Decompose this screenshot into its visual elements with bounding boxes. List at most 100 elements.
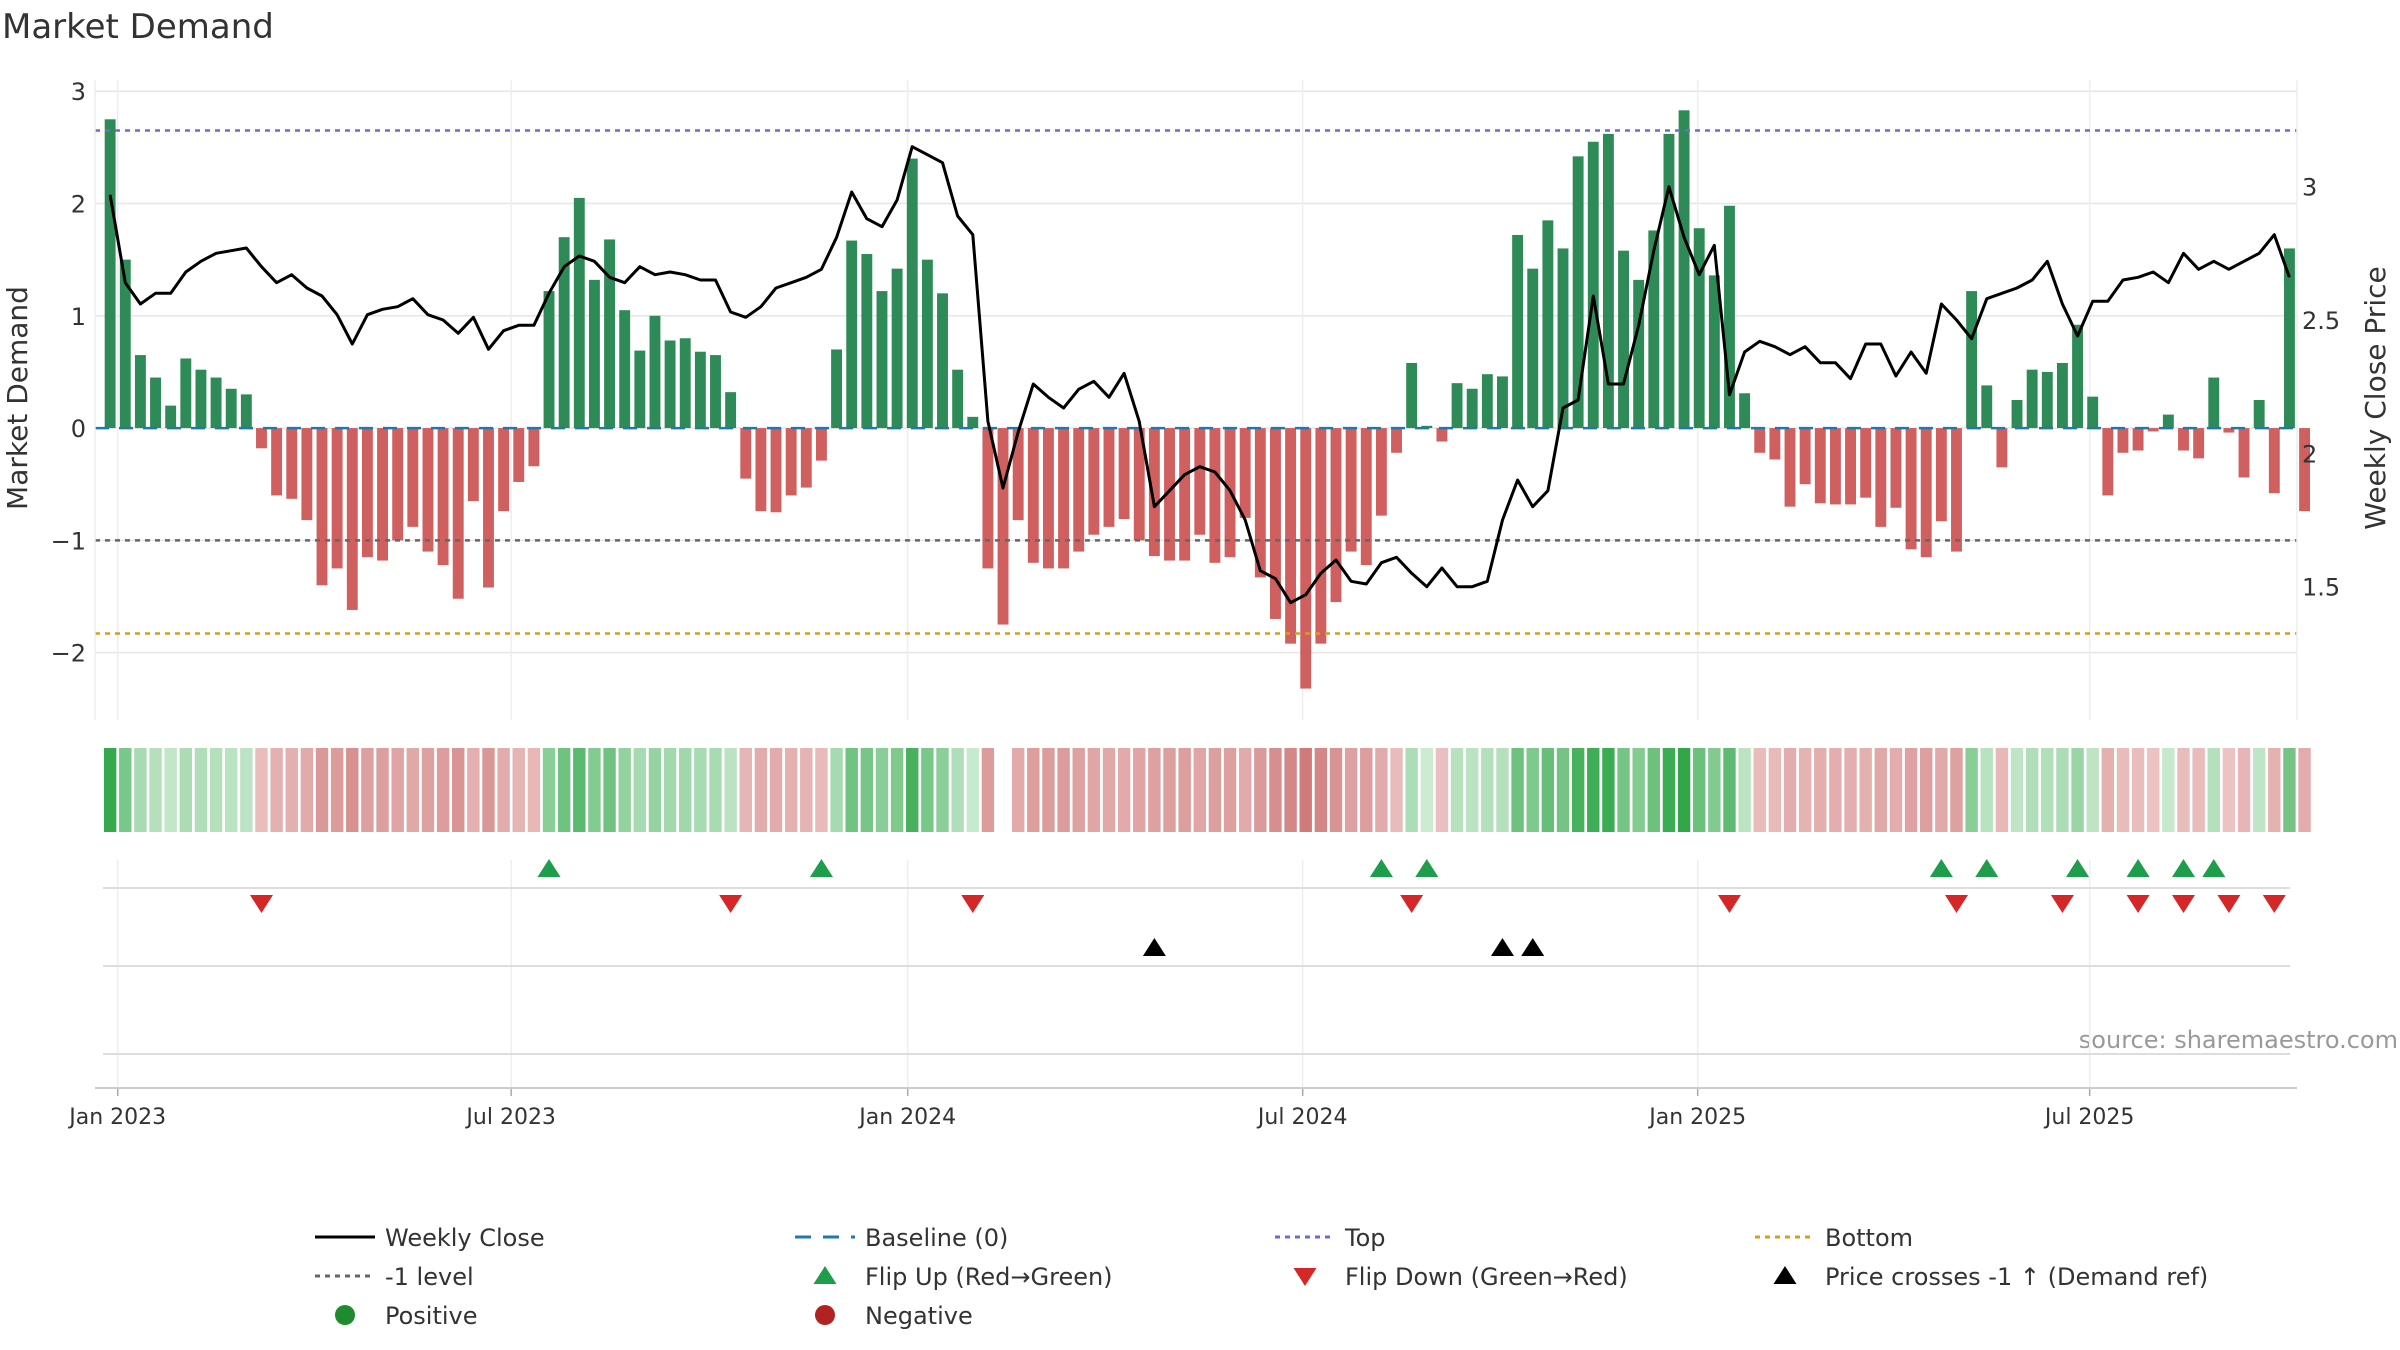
heat-cell [2101, 748, 2115, 832]
heat-cell [1481, 748, 1494, 832]
heat-cell [1435, 748, 1449, 832]
legend-swatch [335, 1305, 355, 1325]
bar-positive [619, 310, 631, 429]
bar-negative [1769, 428, 1781, 460]
heat-cell [542, 748, 556, 832]
heat-cell [1602, 748, 1615, 832]
heat-cell [1208, 748, 1222, 832]
heat-cell [769, 748, 783, 832]
bar-negative [1935, 428, 1947, 522]
flip-down-marker [719, 895, 743, 913]
grid-lines [95, 80, 2297, 1088]
heat-cell [1859, 748, 1872, 832]
bar-negative [452, 428, 464, 599]
heat-cell [179, 748, 193, 832]
y-tick-left: 0 [71, 415, 86, 443]
heat-cell [921, 748, 934, 832]
legend-swatch [1293, 1268, 1317, 1286]
bar-positive [210, 377, 222, 429]
legend-label: Weekly Close [385, 1224, 545, 1252]
y-tick-right: 1.5 [2302, 574, 2340, 602]
bar-negative [815, 428, 827, 461]
heat-cell [1193, 748, 1206, 832]
bar-positive [2208, 377, 2220, 429]
bar-negative [1027, 428, 1039, 563]
heat-cell [1133, 748, 1146, 832]
bar-positive [543, 291, 555, 429]
bar-positive [1557, 248, 1569, 429]
bar-positive [891, 268, 903, 429]
bar-negative [1315, 428, 1327, 644]
bar-positive [240, 394, 252, 429]
heat-cell [497, 748, 510, 832]
heat-cell [815, 748, 828, 832]
legend-label: Flip Up (Red→Green) [865, 1263, 1113, 1291]
bar-negative [755, 428, 767, 512]
heat-cell [300, 748, 314, 832]
heat-cell [618, 748, 631, 832]
heat-cell [1950, 748, 1963, 832]
heat-cell [2177, 748, 2190, 832]
bar-positive [1648, 230, 1660, 429]
bar-positive [906, 158, 918, 429]
legend-label: Bottom [1825, 1224, 1913, 1252]
heat-cell [1390, 748, 1403, 832]
bar-negative [2223, 428, 2235, 433]
bar-positive [1602, 133, 1614, 429]
bar-negative [1860, 428, 1872, 498]
flip-down-marker [2262, 895, 2286, 913]
heat-cell [860, 748, 874, 832]
heat-cell [845, 748, 858, 832]
bar-positive [1512, 234, 1524, 429]
legend-label: Flip Down (Green→Red) [1345, 1263, 1628, 1291]
bar-negative [1754, 428, 1766, 453]
heat-cell [2025, 748, 2039, 832]
bar-positive [1466, 388, 1478, 429]
bar-negative [1148, 428, 1160, 557]
bar-negative [422, 428, 434, 552]
heat-cell [1738, 748, 1751, 832]
heat-cell [1299, 748, 1312, 832]
legend-label: -1 level [385, 1263, 474, 1291]
heat-cell [1284, 748, 1297, 832]
bar-negative [1360, 428, 1372, 566]
heat-cell [421, 748, 435, 832]
reference-lines [95, 129, 2297, 635]
bar-negative [1875, 428, 1887, 527]
x-tick-label: Jan 2025 [1647, 1105, 1746, 1130]
y-tick-left: −1 [51, 527, 86, 555]
bar-negative [1345, 428, 1357, 552]
bar-positive [1618, 250, 1629, 429]
legend: Weekly Close Baseline (0) Top Bottom -1 leve… [315, 1224, 2208, 1330]
bar-positive [831, 349, 843, 429]
heat-cell [255, 748, 268, 832]
bar-positive [634, 350, 646, 429]
bar-negative [1088, 428, 1100, 535]
bar-positive [1527, 268, 1539, 429]
flip-down-marker [2126, 895, 2150, 913]
flip-down-marker [2217, 895, 2241, 913]
heat-cell [2056, 748, 2069, 832]
heat-cell [1798, 748, 1812, 832]
bar-negative [2193, 428, 2205, 459]
heat-cell [1011, 748, 1025, 832]
bar-positive [1497, 376, 1508, 429]
bar-positive [195, 369, 207, 429]
bar-positive [1981, 385, 1993, 429]
heat-cell [346, 748, 359, 832]
heat-cell [1526, 748, 1539, 832]
heat-cell [800, 748, 813, 832]
flip-down-marker [249, 895, 273, 913]
heat-cell [663, 748, 677, 832]
bar-positive [679, 338, 691, 429]
heat-cell [784, 748, 798, 832]
bar-positive [2162, 414, 2174, 429]
bar-positive [664, 340, 676, 429]
heat-cell [1980, 748, 1993, 832]
chart-title: Market Demand [2, 7, 274, 47]
bar-positive [1481, 374, 1493, 429]
bar-positive [2087, 396, 2099, 429]
legend-swatch [813, 1266, 837, 1284]
flip-up-marker [1975, 859, 1999, 877]
bar-positive [1678, 110, 1690, 429]
